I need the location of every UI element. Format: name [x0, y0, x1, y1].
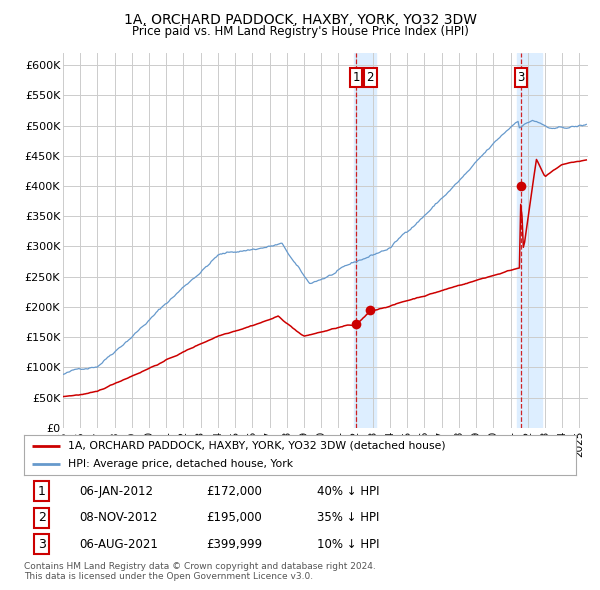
Text: 3: 3 — [38, 537, 46, 550]
Text: £172,000: £172,000 — [206, 485, 262, 498]
Bar — [517, 53, 542, 428]
Text: £195,000: £195,000 — [206, 511, 262, 525]
Text: 2: 2 — [38, 511, 46, 525]
Text: 10% ↓ HPI: 10% ↓ HPI — [317, 537, 379, 550]
Text: 08-NOV-2012: 08-NOV-2012 — [79, 511, 158, 525]
Text: 35% ↓ HPI: 35% ↓ HPI — [317, 511, 379, 525]
Bar — [354, 53, 376, 428]
Text: 1: 1 — [38, 485, 46, 498]
Text: Price paid vs. HM Land Registry's House Price Index (HPI): Price paid vs. HM Land Registry's House … — [131, 25, 469, 38]
Text: 1: 1 — [352, 71, 360, 84]
Text: 1A, ORCHARD PADDOCK, HAXBY, YORK, YO32 3DW: 1A, ORCHARD PADDOCK, HAXBY, YORK, YO32 3… — [124, 13, 476, 27]
Text: 06-JAN-2012: 06-JAN-2012 — [79, 485, 153, 498]
Text: This data is licensed under the Open Government Licence v3.0.: This data is licensed under the Open Gov… — [24, 572, 313, 581]
Text: Contains HM Land Registry data © Crown copyright and database right 2024.: Contains HM Land Registry data © Crown c… — [24, 562, 376, 571]
Text: £399,999: £399,999 — [206, 537, 262, 550]
Text: HPI: Average price, detached house, York: HPI: Average price, detached house, York — [68, 459, 293, 469]
Text: 2: 2 — [367, 71, 374, 84]
Text: 06-AUG-2021: 06-AUG-2021 — [79, 537, 158, 550]
Text: 40% ↓ HPI: 40% ↓ HPI — [317, 485, 379, 498]
Text: 1A, ORCHARD PADDOCK, HAXBY, YORK, YO32 3DW (detached house): 1A, ORCHARD PADDOCK, HAXBY, YORK, YO32 3… — [68, 441, 446, 451]
Text: 3: 3 — [517, 71, 524, 84]
